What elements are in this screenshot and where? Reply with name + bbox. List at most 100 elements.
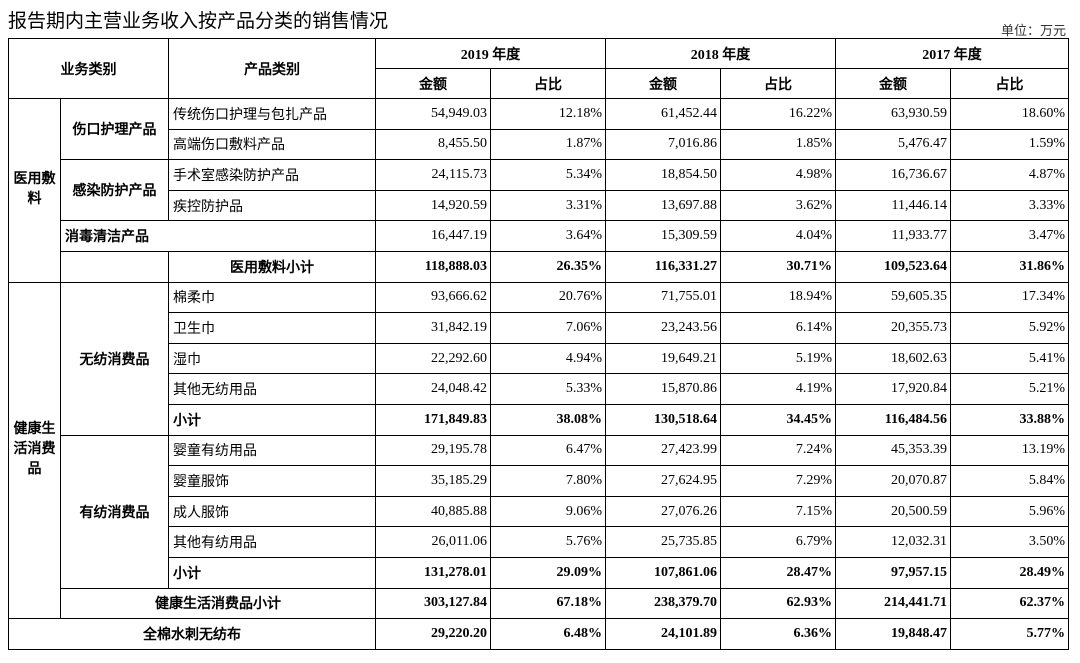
group-label: 医用敷料 <box>8 98 61 283</box>
amount-cell: 40,885.88 <box>375 495 491 528</box>
share-cell: 6.47% <box>490 434 606 467</box>
amount-cell: 19,649.21 <box>605 342 721 375</box>
amount-cell: 26,011.06 <box>375 526 491 558</box>
table-head: 业务类别 产品类别 2019 年度 2018 年度 2017 年度 金额 占比 金额 占比 金额占… <box>8 38 1069 99</box>
share-cell: 4.04% <box>720 220 836 252</box>
share-cell: 9.06% <box>490 495 606 528</box>
share-cell: 1.85% <box>720 128 836 161</box>
product-label: 手术室感染防护产品 <box>168 159 376 191</box>
table-row: 感染防护产品 手术室感染防护产品 24,115.73 5.34% 18,854.50 4.… <box>9 159 1069 222</box>
amount-cell: 116,484.56 <box>835 403 951 436</box>
amount-cell: 5,476.47 <box>835 128 951 161</box>
share-cell: 5.33% <box>490 373 606 405</box>
sub-header: 占比 <box>490 68 606 99</box>
product-label: 疾控防护品 <box>168 189 376 222</box>
table-row: 健康生活消费品小计 303,127.84 67.18% 238,379.70 62.93… <box>9 587 1069 620</box>
amount-cell: 29,220.20 <box>375 618 491 650</box>
table-row: 业务类别 产品类别 2019 年度 2018 年度 2017 年度 <box>8 38 1069 99</box>
share-cell: 5.21% <box>950 373 1069 405</box>
product-label: 其他有纺用品 <box>168 526 376 558</box>
amount-cell: 12,032.31 <box>835 526 951 558</box>
amount-cell: 19,848.47 <box>835 618 951 650</box>
share-cell: 6.14% <box>720 312 836 344</box>
share-cell: 5.34% <box>490 159 606 191</box>
table-row: 消毒清洁产品 16,447.19 3.64% 15,309.59 4.04% 11,933… <box>9 220 1069 252</box>
group-label: 健康生活消费品 <box>8 281 61 620</box>
subtotal-label: 小计 <box>168 556 376 589</box>
amount-cell: 15,870.86 <box>605 373 721 405</box>
amount-cell: 20,070.87 <box>835 465 951 497</box>
year-header: 2017 年度 <box>835 38 1069 69</box>
share-cell: 18.94% <box>720 281 836 314</box>
product-label: 婴童服饰 <box>168 465 376 497</box>
amount-cell: 29,195.78 <box>375 434 491 467</box>
share-cell: 31.86% <box>950 250 1069 283</box>
product-label: 婴童有纺用品 <box>168 434 376 467</box>
amount-cell: 17,920.84 <box>835 373 951 405</box>
share-cell: 4.94% <box>490 342 606 375</box>
product-label: 成人服饰 <box>168 495 376 528</box>
table-body: 医用敷料 伤口护理产品 传统伤口护理与包扎产品 54,949.03 12.18% 61,4… <box>8 97 1069 650</box>
year-header: 2018 年度 <box>605 38 836 69</box>
amount-cell: 20,355.73 <box>835 312 951 344</box>
share-cell: 12.18% <box>490 98 606 130</box>
subgroup-label: 消毒清洁产品 <box>60 220 376 252</box>
share-cell: 7.06% <box>490 312 606 344</box>
share-cell: 5.96% <box>950 495 1069 528</box>
subgroup-label: 感染防护产品 <box>60 159 169 222</box>
share-cell: 5.77% <box>950 618 1069 650</box>
subtotal-label: 小计 <box>168 403 376 436</box>
amount-cell: 7,016.86 <box>605 128 721 161</box>
sub-header: 金额 <box>605 68 721 99</box>
share-cell: 3.64% <box>490 220 606 252</box>
amount-cell: 93,666.62 <box>375 281 491 314</box>
product-label: 湿巾 <box>168 342 376 375</box>
amount-cell: 130,518.64 <box>605 403 721 436</box>
subgroup-label: 有纺消费品 <box>60 434 169 589</box>
product-label: 其他无纺用品 <box>168 373 376 405</box>
amount-cell: 59,605.35 <box>835 281 951 314</box>
share-cell: 13.19% <box>950 434 1069 467</box>
share-cell: 7.29% <box>720 465 836 497</box>
share-cell: 5.19% <box>720 342 836 375</box>
subtotal-label: 健康生活消费品小计 <box>60 587 376 620</box>
share-cell: 26.35% <box>490 250 606 283</box>
amount-cell: 131,278.01 <box>375 556 491 589</box>
amount-cell: 23,243.56 <box>605 312 721 344</box>
total-label: 全棉水刺无纺布 <box>8 618 376 650</box>
amount-cell: 8,455.50 <box>375 128 491 161</box>
table-row: 健康生活消费品 无纺消费品 棉柔巾 93,666.62 20.76% 71,755.01 1… <box>8 281 1069 620</box>
subtotal-label: 医用敷料小计 <box>168 250 376 283</box>
share-cell: 5.92% <box>950 312 1069 344</box>
table-row: 湿巾 22,292.60 4.94% 19,649.21 5.19% 18,602.63 5… <box>9 342 1069 375</box>
column-header: 业务类别 <box>8 38 169 99</box>
table-row: 小计 171,849.83 38.08% 130,518.64 34.45% 116,48… <box>9 403 1069 436</box>
amount-cell: 27,076.26 <box>605 495 721 528</box>
product-label: 棉柔巾 <box>168 281 376 314</box>
share-cell: 16.22% <box>720 98 836 130</box>
share-cell: 3.33% <box>950 189 1069 222</box>
share-cell: 5.41% <box>950 342 1069 375</box>
table-row: 医用敷料 伤口护理产品 传统伤口护理与包扎产品 54,949.03 12.18% 61,4… <box>8 97 1069 283</box>
share-cell: 5.76% <box>490 526 606 558</box>
share-cell: 1.59% <box>950 128 1069 161</box>
amount-cell: 27,624.95 <box>605 465 721 497</box>
amount-cell: 31,842.19 <box>375 312 491 344</box>
amount-cell: 116,331.27 <box>605 250 721 283</box>
amount-cell: 11,446.14 <box>835 189 951 222</box>
product-label: 卫生巾 <box>168 312 376 344</box>
subgroup-label: 无纺消费品 <box>60 281 169 436</box>
amount-cell: 109,523.64 <box>835 250 951 283</box>
product-label: 传统伤口护理与包扎产品 <box>168 98 376 130</box>
product-label: 高端伤口敷料产品 <box>168 128 376 161</box>
share-cell: 18.60% <box>950 98 1069 130</box>
amount-cell: 14,920.59 <box>375 189 491 222</box>
column-header: 产品类别 <box>168 38 376 99</box>
amount-cell: 61,452.44 <box>605 98 721 130</box>
share-cell: 6.36% <box>720 618 836 650</box>
table-row: 卫生巾 31,842.19 7.06% 23,243.56 6.14% 20,355.73… <box>9 312 1069 344</box>
share-cell: 3.62% <box>720 189 836 222</box>
share-cell: 17.34% <box>950 281 1069 314</box>
sales-table: 业务类别 产品类别 2019 年度 2018 年度 2017 年度 金额 占比 金额 占比 金额占… <box>8 38 1069 650</box>
